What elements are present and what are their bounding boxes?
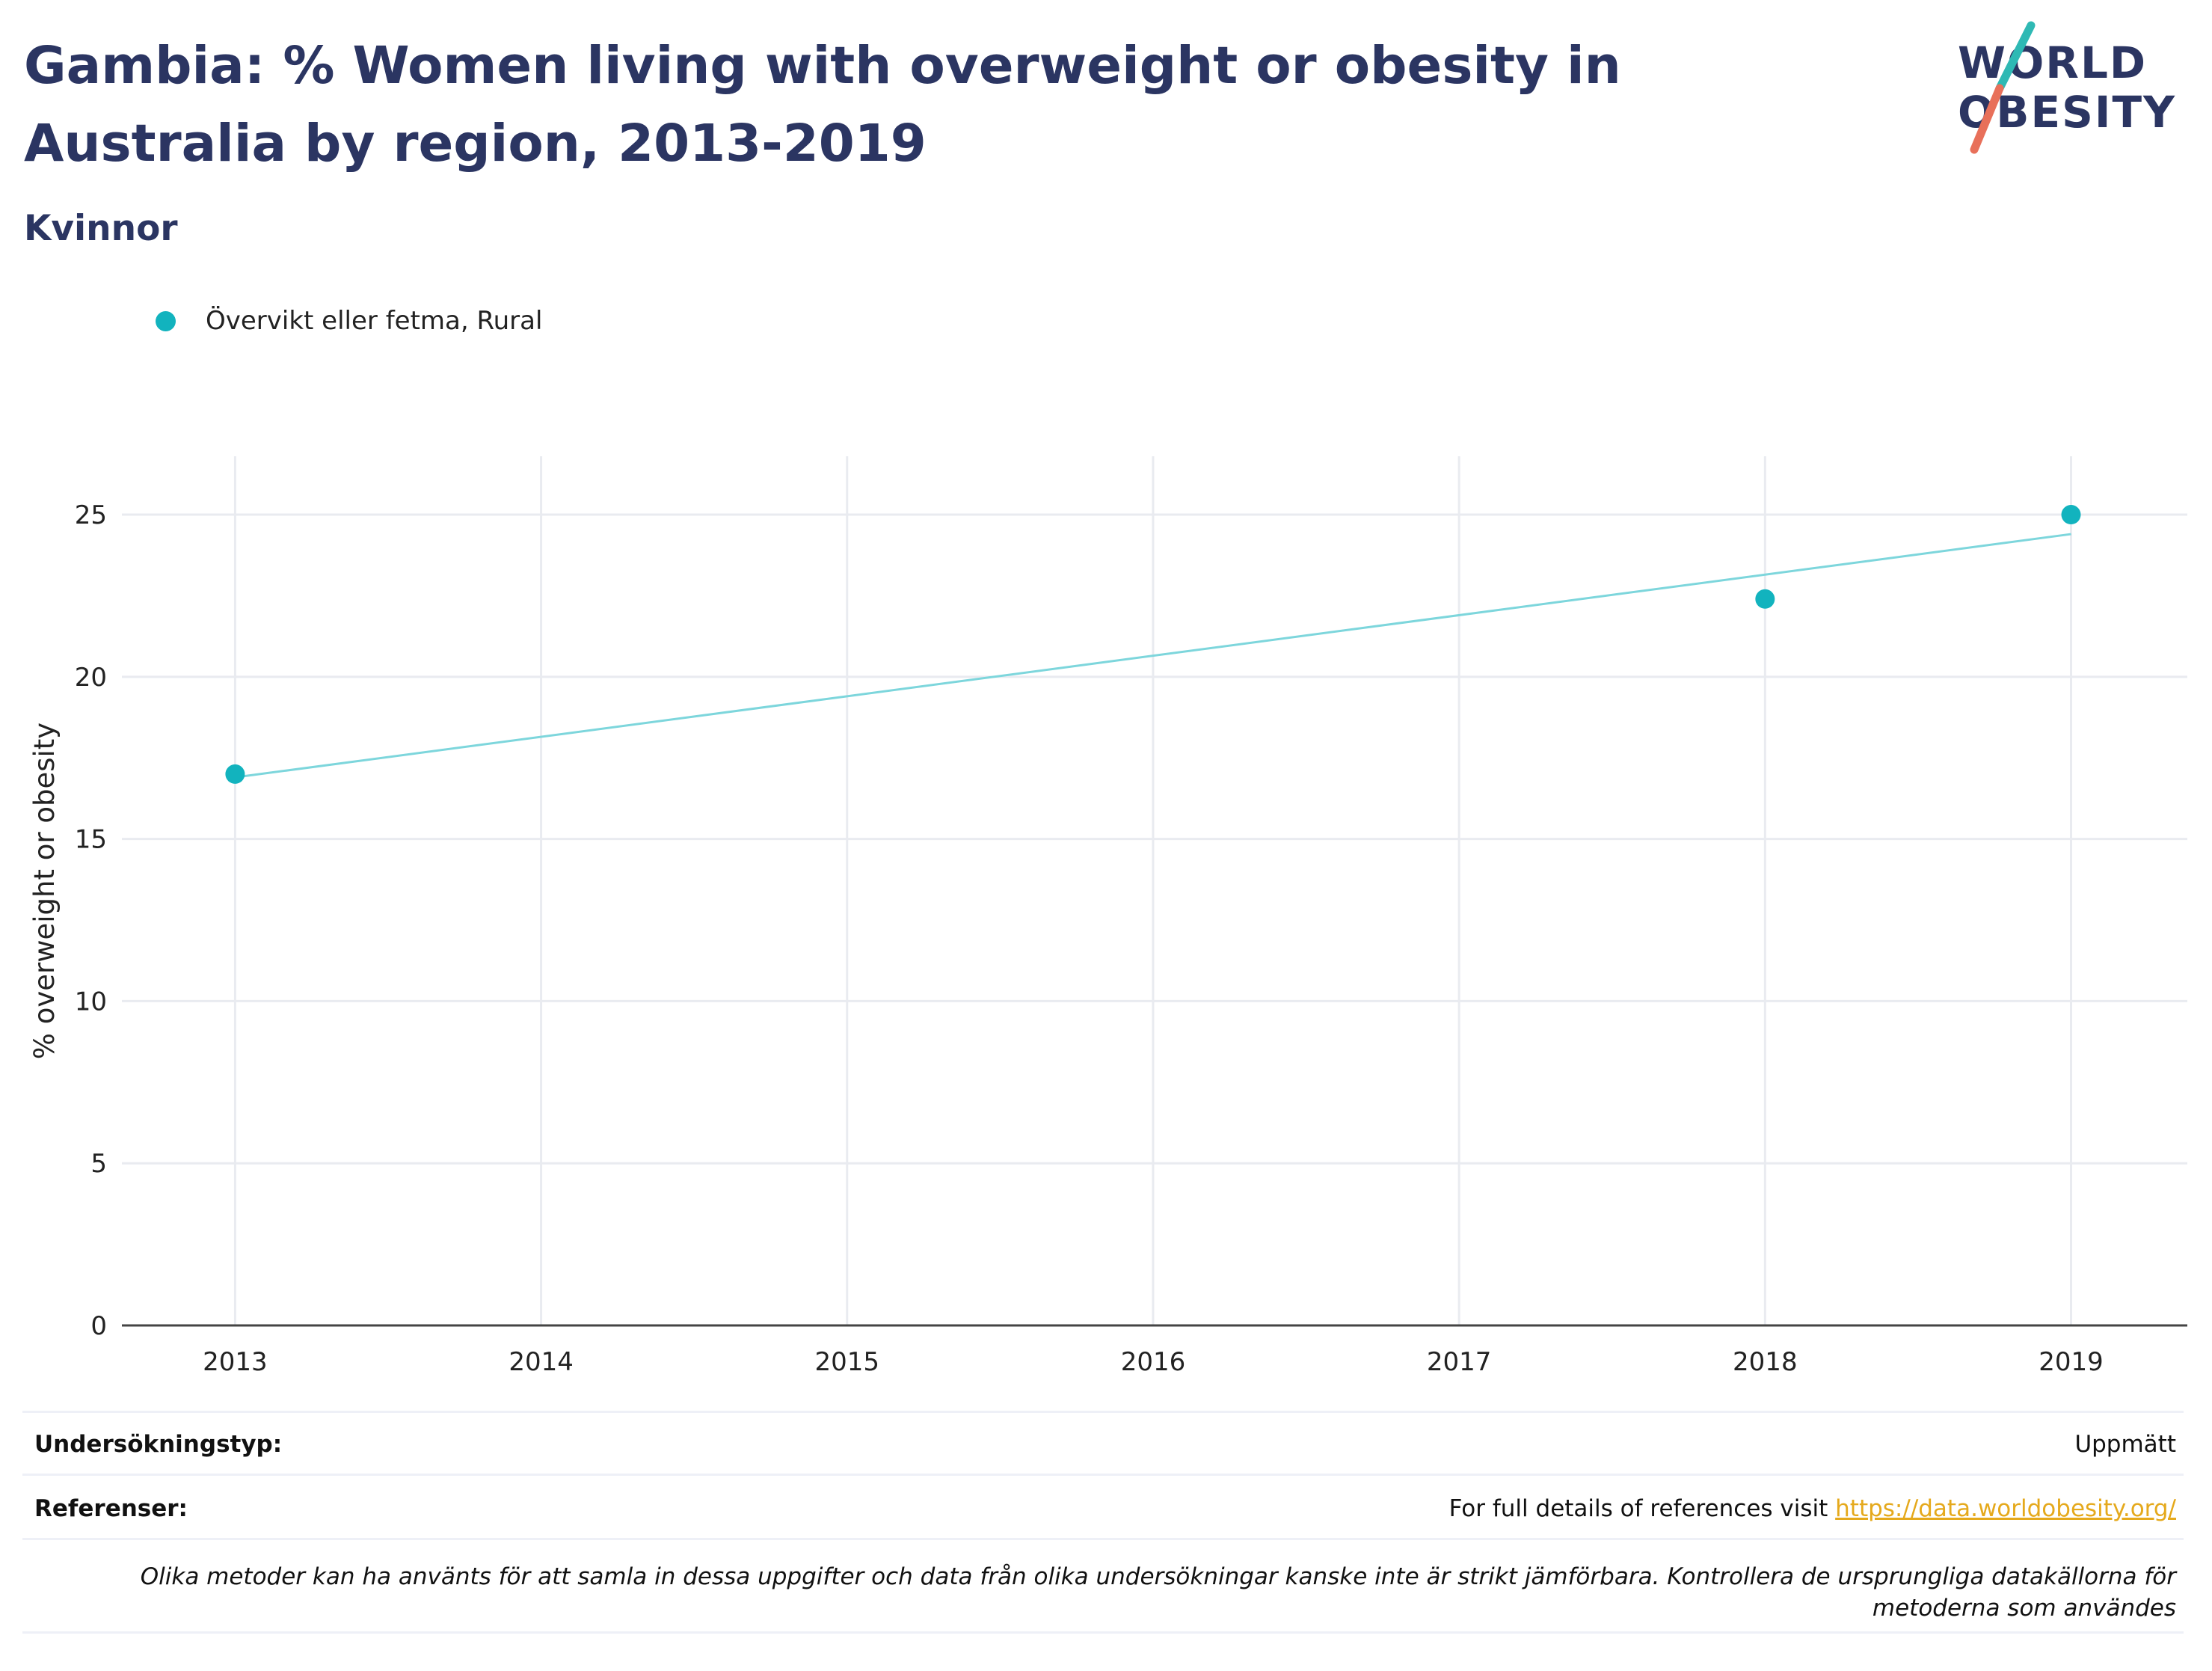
y-tick-label: 5	[90, 1149, 107, 1179]
survey-type-row: Undersökningstyp: Uppmätt	[22, 1411, 2184, 1476]
methodology-note: Olika metoder kan ha använts för att sam…	[22, 1538, 2184, 1634]
y-axis-title: % overweight or obesity	[28, 723, 61, 1059]
logo-word-1: WORLD	[1958, 37, 2148, 88]
legend-label: Övervikt eller fetma, Rural	[206, 306, 543, 336]
x-tick-label: 2017	[1427, 1347, 1492, 1377]
y-tick-label: 10	[75, 987, 107, 1017]
x-tick-label: 2016	[1121, 1347, 1186, 1377]
references-link[interactable]: https://data.worldobesity.org/	[1835, 1495, 2176, 1522]
references-value: For full details of references visit htt…	[1449, 1495, 2176, 1522]
chart-title: Gambia: % Women living with overweight o…	[24, 36, 1621, 174]
legend-marker	[156, 310, 176, 331]
y-tick-label: 25	[75, 500, 107, 530]
y-tick-label: 0	[90, 1311, 107, 1341]
y-tick-label: 15	[75, 825, 107, 855]
x-tick-label: 2013	[203, 1347, 268, 1377]
data-point	[2061, 505, 2081, 525]
survey-type-label: Undersökningstyp:	[34, 1431, 283, 1458]
data-point	[225, 764, 245, 784]
references-label: Referenser:	[34, 1495, 188, 1522]
survey-type-value: Uppmätt	[2074, 1431, 2176, 1458]
chart-subtitle: Kvinnor	[24, 208, 178, 249]
x-tick-label: 2014	[509, 1347, 574, 1377]
chart-plot: 0 5 10 15 20 25 2013 2014 2015 2016 2017 2018 2019 % …	[28, 456, 2187, 1377]
references-row: Referenser: For full details of referenc…	[22, 1474, 2184, 1540]
x-tick-label: 2019	[2039, 1347, 2104, 1377]
x-tick-label: 2018	[1733, 1347, 1798, 1377]
trend-line	[235, 533, 2071, 779]
references-text: For full details of references visit	[1448, 1495, 1836, 1522]
x-tick-label: 2015	[815, 1347, 880, 1377]
world-obesity-logo: WORLD OBESITY	[1952, 21, 2199, 156]
data-point	[1755, 589, 1775, 609]
chart-legend: Övervikt eller fetma, Rural	[156, 302, 542, 340]
logo-slash-icon	[1970, 21, 2036, 154]
y-tick-label: 20	[75, 663, 107, 693]
